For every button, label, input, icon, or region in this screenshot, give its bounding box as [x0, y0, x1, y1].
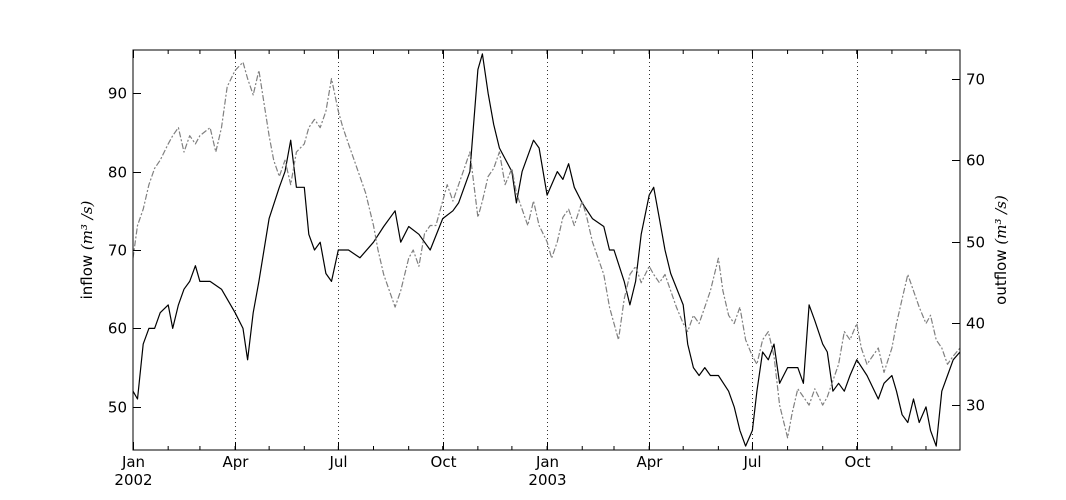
y-axis-right-label: outflow (m³ /s)	[992, 195, 1010, 305]
y-left-tick-label: 70	[108, 242, 127, 260]
x-tick-label: Apr	[637, 453, 664, 471]
y-left-tick-label: 60	[108, 320, 127, 338]
y-right-tick-label: 50	[966, 234, 985, 252]
y-right-tick-label: 70	[966, 71, 985, 89]
x-tick-label: Oct	[431, 453, 457, 471]
x-tick-year-label: 2002	[114, 471, 152, 489]
y-axis-right: 30 40 50 60 70	[952, 71, 985, 415]
y-left-tick-label: 90	[108, 85, 127, 103]
y-right-tick-label: 30	[966, 397, 985, 415]
y-axis-left: 50 60 70 80 90	[108, 85, 141, 417]
y-axis-right-label-text: outflow	[992, 245, 1010, 305]
x-tick-label: Jan	[535, 453, 559, 471]
series-layer	[133, 53, 960, 447]
y-left-tick-label: 50	[108, 399, 127, 417]
y-axis-left-label: inflow (m³ /s)	[78, 200, 96, 299]
x-tick-label: Jul	[742, 453, 761, 471]
x-tick-label: Jul	[328, 453, 347, 471]
x-tick-label: Oct	[845, 453, 871, 471]
y-right-tick-label: 40	[966, 315, 985, 333]
outflow-line	[133, 61, 960, 439]
x-tick-label: Jan	[121, 453, 145, 471]
y-axis-left-label-text: inflow	[78, 250, 96, 299]
inflow-line	[133, 53, 960, 447]
x-tick-label: Apr	[223, 453, 250, 471]
y-left-tick-label: 80	[108, 164, 127, 182]
y-axis-right-label-unit: (m³ /s)	[992, 195, 1010, 245]
x-tick-year-label: 2003	[528, 471, 566, 489]
y-right-tick-label: 60	[966, 152, 985, 170]
y-axis-left-label-unit: (m³ /s)	[78, 200, 96, 250]
